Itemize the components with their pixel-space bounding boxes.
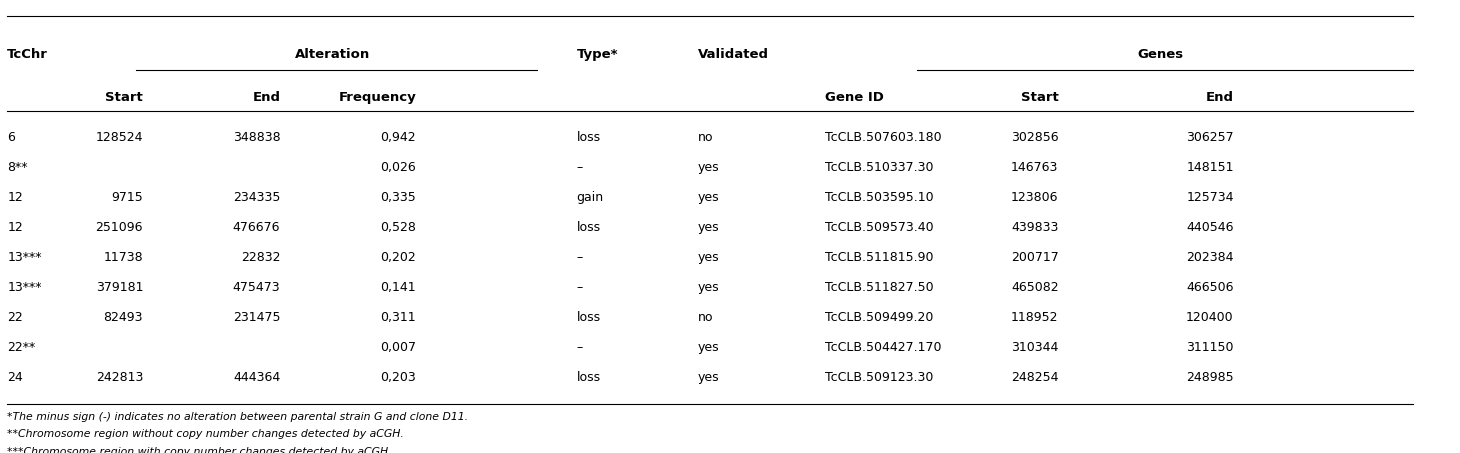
Text: 200717: 200717	[1010, 251, 1058, 264]
Text: Type*: Type*	[577, 48, 618, 61]
Text: –: –	[577, 161, 583, 174]
Text: Start: Start	[105, 91, 143, 104]
Text: yes: yes	[698, 341, 720, 354]
Text: 120400: 120400	[1186, 311, 1234, 324]
Text: 82493: 82493	[104, 311, 143, 324]
Text: 0,942: 0,942	[381, 131, 416, 145]
Text: yes: yes	[698, 251, 720, 264]
Text: 231475: 231475	[232, 311, 280, 324]
Text: 476676: 476676	[232, 221, 280, 234]
Text: 22: 22	[7, 311, 23, 324]
Text: yes: yes	[698, 281, 720, 294]
Text: 0,202: 0,202	[381, 251, 416, 264]
Text: 0,026: 0,026	[381, 161, 416, 174]
Text: 13***: 13***	[7, 251, 42, 264]
Text: 248254: 248254	[1010, 371, 1058, 384]
Text: 9715: 9715	[111, 191, 143, 204]
Text: 310344: 310344	[1012, 341, 1058, 354]
Text: TcChr: TcChr	[7, 48, 48, 61]
Text: loss: loss	[577, 311, 602, 324]
Text: 444364: 444364	[234, 371, 280, 384]
Text: *The minus sign (-) indicates no alteration between parental strain G and clone : *The minus sign (-) indicates no alterat…	[7, 412, 469, 422]
Text: 302856: 302856	[1010, 131, 1058, 145]
Text: Genes: Genes	[1137, 48, 1184, 61]
Text: Start: Start	[1021, 91, 1058, 104]
Text: –: –	[577, 281, 583, 294]
Text: 0,335: 0,335	[381, 191, 416, 204]
Text: ***Chromosome region with copy number changes detected by aCGH.: ***Chromosome region with copy number ch…	[7, 447, 391, 453]
Text: 465082: 465082	[1010, 281, 1058, 294]
Text: yes: yes	[698, 161, 720, 174]
Text: TcCLB.507603.180: TcCLB.507603.180	[825, 131, 942, 145]
Text: –: –	[577, 251, 583, 264]
Text: loss: loss	[577, 221, 602, 234]
Text: 202384: 202384	[1186, 251, 1234, 264]
Text: 8**: 8**	[7, 161, 28, 174]
Text: 248985: 248985	[1186, 371, 1234, 384]
Text: 24: 24	[7, 371, 23, 384]
Text: yes: yes	[698, 191, 720, 204]
Text: 146763: 146763	[1012, 161, 1058, 174]
Text: Validated: Validated	[698, 48, 769, 61]
Text: 379181: 379181	[95, 281, 143, 294]
Text: 13***: 13***	[7, 281, 42, 294]
Text: 6: 6	[7, 131, 15, 145]
Text: yes: yes	[698, 221, 720, 234]
Text: 466506: 466506	[1186, 281, 1234, 294]
Text: 0,528: 0,528	[380, 221, 416, 234]
Text: 242813: 242813	[96, 371, 143, 384]
Text: 0,007: 0,007	[380, 341, 416, 354]
Text: End: End	[1206, 91, 1234, 104]
Text: 306257: 306257	[1186, 131, 1234, 145]
Text: no: no	[698, 131, 714, 145]
Text: 0,141: 0,141	[381, 281, 416, 294]
Text: Alteration: Alteration	[295, 48, 371, 61]
Text: 118952: 118952	[1010, 311, 1058, 324]
Text: 123806: 123806	[1010, 191, 1058, 204]
Text: loss: loss	[577, 131, 602, 145]
Text: TcCLB.511827.50: TcCLB.511827.50	[825, 281, 933, 294]
Text: 22832: 22832	[241, 251, 280, 264]
Text: 311150: 311150	[1186, 341, 1234, 354]
Text: 12: 12	[7, 191, 23, 204]
Text: TcCLB.509123.30: TcCLB.509123.30	[825, 371, 933, 384]
Text: yes: yes	[698, 371, 720, 384]
Text: 11738: 11738	[104, 251, 143, 264]
Text: 12: 12	[7, 221, 23, 234]
Text: 22**: 22**	[7, 341, 35, 354]
Text: loss: loss	[577, 371, 602, 384]
Text: TcCLB.509573.40: TcCLB.509573.40	[825, 221, 933, 234]
Text: no: no	[698, 311, 714, 324]
Text: **Chromosome region without copy number changes detected by aCGH.: **Chromosome region without copy number …	[7, 429, 404, 439]
Text: 0,311: 0,311	[381, 311, 416, 324]
Text: Gene ID: Gene ID	[825, 91, 883, 104]
Text: TcCLB.511815.90: TcCLB.511815.90	[825, 251, 933, 264]
Text: 348838: 348838	[232, 131, 280, 145]
Text: 148151: 148151	[1186, 161, 1234, 174]
Text: TcCLB.503595.10: TcCLB.503595.10	[825, 191, 933, 204]
Text: –: –	[577, 341, 583, 354]
Text: 439833: 439833	[1012, 221, 1058, 234]
Text: 128524: 128524	[95, 131, 143, 145]
Text: 440546: 440546	[1186, 221, 1234, 234]
Text: 475473: 475473	[232, 281, 280, 294]
Text: Frequency: Frequency	[339, 91, 416, 104]
Text: 234335: 234335	[234, 191, 280, 204]
Text: TcCLB.509499.20: TcCLB.509499.20	[825, 311, 933, 324]
Text: End: End	[253, 91, 280, 104]
Text: TcCLB.504427.170: TcCLB.504427.170	[825, 341, 942, 354]
Text: 251096: 251096	[95, 221, 143, 234]
Text: 0,203: 0,203	[381, 371, 416, 384]
Text: 125734: 125734	[1186, 191, 1234, 204]
Text: TcCLB.510337.30: TcCLB.510337.30	[825, 161, 933, 174]
Text: gain: gain	[577, 191, 604, 204]
